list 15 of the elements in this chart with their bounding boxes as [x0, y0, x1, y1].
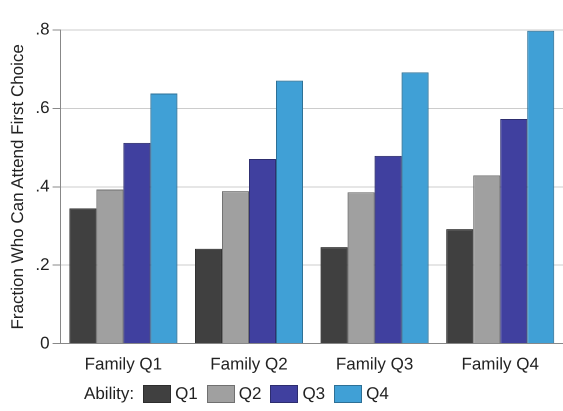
x-tick-label: Family Q1	[84, 354, 162, 374]
y-tick-label: .8	[35, 20, 50, 39]
y-tick-label: 0	[40, 333, 50, 352]
y-axis-title: Fraction Who Can Attend First Choice	[8, 44, 27, 330]
x-tick-label: Family Q4	[461, 354, 539, 374]
legend-label: Q3	[302, 384, 326, 404]
y-tick-label: .6	[35, 98, 50, 118]
x-tick-label: Family Q2	[210, 354, 288, 374]
legend-label: Q2	[238, 384, 262, 404]
x-tick-label: Family Q3	[336, 354, 414, 374]
y-tick-label: .2	[35, 254, 50, 274]
y-tick-label: .4	[35, 176, 50, 196]
legend-title: Ability:	[84, 384, 134, 404]
legend-label: Q1	[175, 384, 198, 404]
legend-label: Q4	[366, 384, 389, 404]
